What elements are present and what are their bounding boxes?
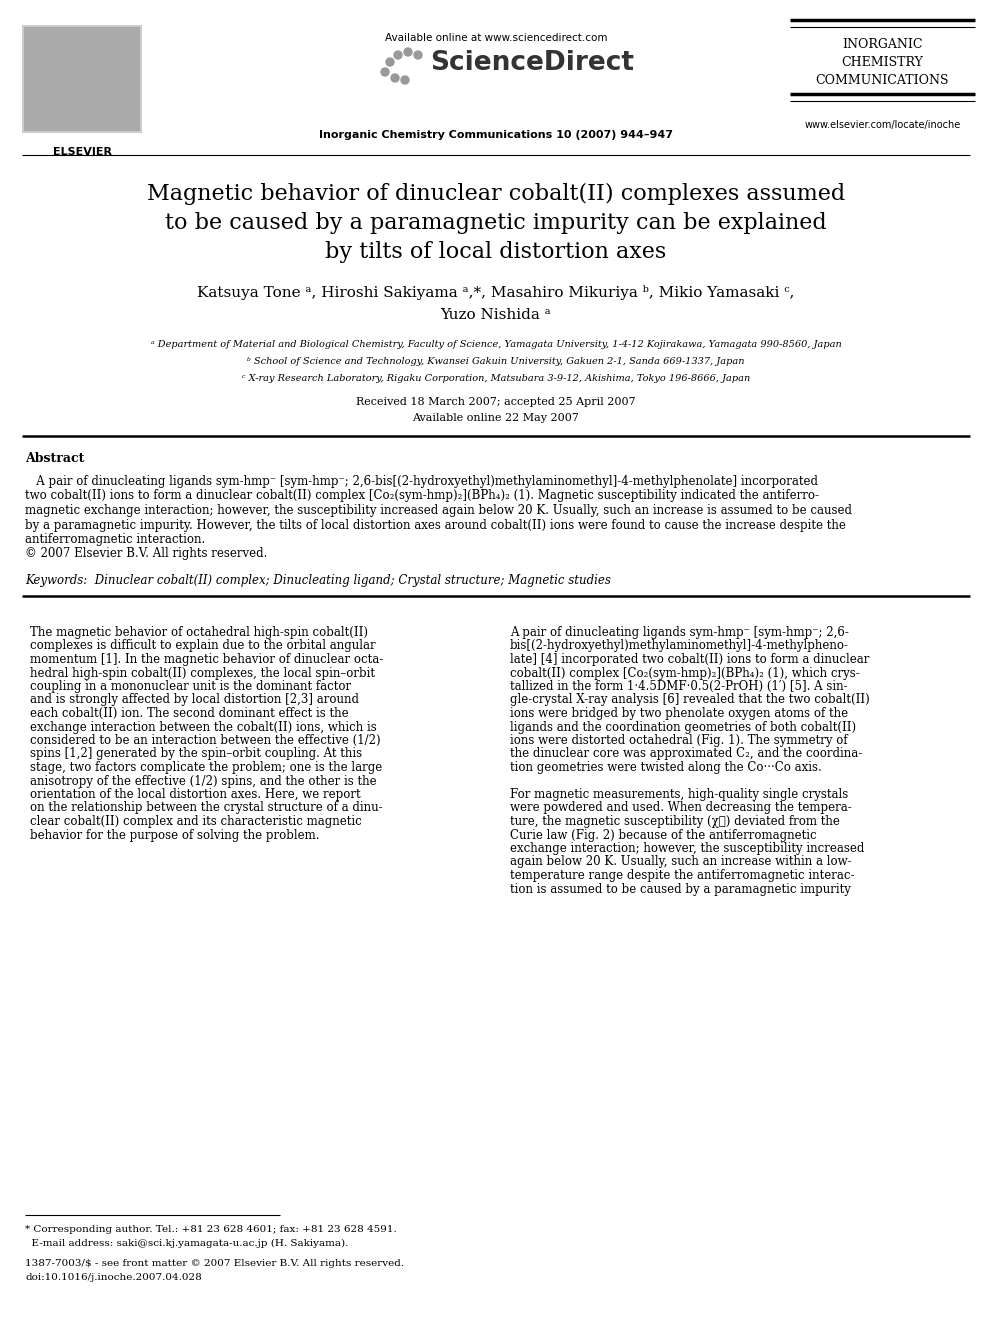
Text: were powdered and used. When decreasing the tempera-: were powdered and used. When decreasing …: [510, 802, 852, 815]
Text: ELSEVIER: ELSEVIER: [53, 147, 111, 157]
Text: two cobalt(II) ions to form a dinuclear cobalt(II) complex [Co₂(sym-hmp)₂](BPh₄): two cobalt(II) ions to form a dinuclear …: [25, 490, 819, 503]
Circle shape: [381, 67, 389, 75]
Text: exchange interaction; however, the susceptibility increased: exchange interaction; however, the susce…: [510, 841, 864, 855]
Text: gle-crystal X-ray analysis [6] revealed that the two cobalt(II): gle-crystal X-ray analysis [6] revealed …: [510, 693, 870, 706]
Text: A pair of dinucleating ligands sym-hmp⁻ [sym-hmp⁻; 2,6-bis[(2-hydroxyethyl)methy: A pair of dinucleating ligands sym-hmp⁻ …: [25, 475, 818, 488]
Circle shape: [391, 74, 399, 82]
Text: temperature range despite the antiferromagnetic interac-: temperature range despite the antiferrom…: [510, 869, 854, 882]
Text: coupling in a mononuclear unit is the dominant factor: coupling in a mononuclear unit is the do…: [30, 680, 351, 693]
Text: behavior for the purpose of solving the problem.: behavior for the purpose of solving the …: [30, 828, 319, 841]
Text: by a paramagnetic impurity. However, the tilts of local distortion axes around c: by a paramagnetic impurity. However, the…: [25, 519, 846, 532]
Text: 1387-7003/$ - see front matter © 2007 Elsevier B.V. All rights reserved.: 1387-7003/$ - see front matter © 2007 El…: [25, 1259, 404, 1267]
Text: ᶜ X-ray Research Laboratory, Rigaku Corporation, Matsubara 3-9-12, Akishima, Tok: ᶜ X-ray Research Laboratory, Rigaku Corp…: [242, 374, 750, 382]
Text: tion is assumed to be caused by a paramagnetic impurity: tion is assumed to be caused by a parama…: [510, 882, 851, 896]
Text: magnetic exchange interaction; however, the susceptibility increased again below: magnetic exchange interaction; however, …: [25, 504, 852, 517]
Text: Katsuya Tone ᵃ, Hiroshi Sakiyama ᵃ,*, Masahiro Mikuriya ᵇ, Mikio Yamasaki ᶜ,: Katsuya Tone ᵃ, Hiroshi Sakiyama ᵃ,*, Ma…: [197, 284, 795, 300]
Text: by tilts of local distortion axes: by tilts of local distortion axes: [325, 241, 667, 263]
Text: considered to be an interaction between the effective (1/2): considered to be an interaction between …: [30, 734, 381, 747]
Text: ᵇ School of Science and Technology, Kwansei Gakuin University, Gakuen 2-1, Sanda: ᵇ School of Science and Technology, Kwan…: [247, 357, 745, 366]
Text: anisotropy of the effective (1/2) spins, and the other is the: anisotropy of the effective (1/2) spins,…: [30, 774, 377, 787]
Text: on the relationship between the crystal structure of a dinu-: on the relationship between the crystal …: [30, 802, 383, 815]
Text: clear cobalt(II) complex and its characteristic magnetic: clear cobalt(II) complex and its charact…: [30, 815, 362, 828]
Text: ions were distorted octahedral (Fig. 1). The symmetry of: ions were distorted octahedral (Fig. 1).…: [510, 734, 847, 747]
Text: A pair of dinucleating ligands sym-hmp⁻ [sym-hmp⁻; 2,6-: A pair of dinucleating ligands sym-hmp⁻ …: [510, 626, 849, 639]
Text: Inorganic Chemistry Communications 10 (2007) 944–947: Inorganic Chemistry Communications 10 (2…: [319, 130, 673, 140]
Text: complexes is difficult to explain due to the orbital angular: complexes is difficult to explain due to…: [30, 639, 376, 652]
Text: late] [4] incorporated two cobalt(II) ions to form a dinuclear: late] [4] incorporated two cobalt(II) io…: [510, 654, 869, 665]
Text: exchange interaction between the cobalt(II) ions, which is: exchange interaction between the cobalt(…: [30, 721, 377, 733]
Circle shape: [386, 58, 394, 66]
Text: each cobalt(II) ion. The second dominant effect is the: each cobalt(II) ion. The second dominant…: [30, 706, 348, 720]
Text: tallized in the form 1·4.5DMF·0.5(2-PrOH) (1′) [5]. A sin-: tallized in the form 1·4.5DMF·0.5(2-PrOH…: [510, 680, 847, 693]
Circle shape: [404, 48, 412, 56]
Text: Yuzo Nishida ᵃ: Yuzo Nishida ᵃ: [440, 308, 552, 321]
Text: COMMUNICATIONS: COMMUNICATIONS: [815, 74, 949, 87]
Text: ions were bridged by two phenolate oxygen atoms of the: ions were bridged by two phenolate oxyge…: [510, 706, 848, 720]
Text: Magnetic behavior of dinuclear cobalt(II) complexes assumed: Magnetic behavior of dinuclear cobalt(II…: [147, 183, 845, 205]
Bar: [24, 26, 140, 131]
Text: Available online 22 May 2007: Available online 22 May 2007: [413, 413, 579, 423]
Text: tion geometries were twisted along the Co···Co axis.: tion geometries were twisted along the C…: [510, 761, 821, 774]
Text: Curie law (Fig. 2) because of the antiferromagnetic: Curie law (Fig. 2) because of the antife…: [510, 828, 816, 841]
Text: © 2007 Elsevier B.V. All rights reserved.: © 2007 Elsevier B.V. All rights reserved…: [25, 548, 268, 561]
Text: ScienceDirect: ScienceDirect: [430, 50, 634, 75]
Circle shape: [394, 52, 402, 60]
Text: bis[(2-hydroxyethyl)methylaminomethyl]-4-methylpheno-: bis[(2-hydroxyethyl)methylaminomethyl]-4…: [510, 639, 849, 652]
Text: Available online at www.sciencedirect.com: Available online at www.sciencedirect.co…: [385, 33, 607, 44]
Text: orientation of the local distortion axes. Here, we report: orientation of the local distortion axes…: [30, 789, 361, 800]
Text: again below 20 K. Usually, such an increase within a low-: again below 20 K. Usually, such an incre…: [510, 856, 851, 868]
Text: Keywords:  Dinuclear cobalt(II) complex; Dinucleating ligand; Crystal structure;: Keywords: Dinuclear cobalt(II) complex; …: [25, 574, 611, 587]
Text: The magnetic behavior of octahedral high-spin cobalt(II): The magnetic behavior of octahedral high…: [30, 626, 368, 639]
Text: CHEMISTRY: CHEMISTRY: [841, 56, 924, 69]
Text: For magnetic measurements, high-quality single crystals: For magnetic measurements, high-quality …: [510, 789, 848, 800]
Text: ᵃ Department of Material and Biological Chemistry, Faculty of Science, Yamagata : ᵃ Department of Material and Biological …: [151, 340, 841, 349]
Bar: [22, 25, 142, 134]
Text: cobalt(II) complex [Co₂(sym-hmp)₂](BPh₄)₂ (1), which crys-: cobalt(II) complex [Co₂(sym-hmp)₂](BPh₄)…: [510, 667, 860, 680]
Text: Abstract: Abstract: [25, 452, 84, 464]
Text: the dinuclear core was approximated C₂, and the coordina-: the dinuclear core was approximated C₂, …: [510, 747, 862, 761]
Text: antiferromagnetic interaction.: antiferromagnetic interaction.: [25, 533, 205, 546]
Text: Received 18 March 2007; accepted 25 April 2007: Received 18 March 2007; accepted 25 Apri…: [356, 397, 636, 407]
Text: ligands and the coordination geometries of both cobalt(II): ligands and the coordination geometries …: [510, 721, 856, 733]
Text: hedral high-spin cobalt(II) complexes, the local spin–orbit: hedral high-spin cobalt(II) complexes, t…: [30, 667, 375, 680]
Text: E-mail address: saki@sci.kj.yamagata-u.ac.jp (H. Sakiyama).: E-mail address: saki@sci.kj.yamagata-u.a…: [25, 1240, 348, 1248]
Text: INORGANIC: INORGANIC: [842, 38, 923, 52]
Text: doi:10.1016/j.inoche.2007.04.028: doi:10.1016/j.inoche.2007.04.028: [25, 1273, 201, 1282]
Text: stage, two factors complicate the problem; one is the large: stage, two factors complicate the proble…: [30, 761, 382, 774]
Text: www.elsevier.com/locate/inoche: www.elsevier.com/locate/inoche: [805, 120, 960, 130]
Circle shape: [414, 52, 422, 60]
Text: spins [1,2] generated by the spin–orbit coupling. At this: spins [1,2] generated by the spin–orbit …: [30, 747, 362, 761]
Text: ture, the magnetic susceptibility (χ⁁) deviated from the: ture, the magnetic susceptibility (χ⁁) d…: [510, 815, 840, 828]
Text: * Corresponding author. Tel.: +81 23 628 4601; fax: +81 23 628 4591.: * Corresponding author. Tel.: +81 23 628…: [25, 1225, 397, 1234]
Circle shape: [401, 75, 409, 83]
Text: momentum [1]. In the magnetic behavior of dinuclear octa-: momentum [1]. In the magnetic behavior o…: [30, 654, 383, 665]
Text: to be caused by a paramagnetic impurity can be explained: to be caused by a paramagnetic impurity …: [165, 212, 827, 234]
Text: and is strongly affected by local distortion [2,3] around: and is strongly affected by local distor…: [30, 693, 359, 706]
